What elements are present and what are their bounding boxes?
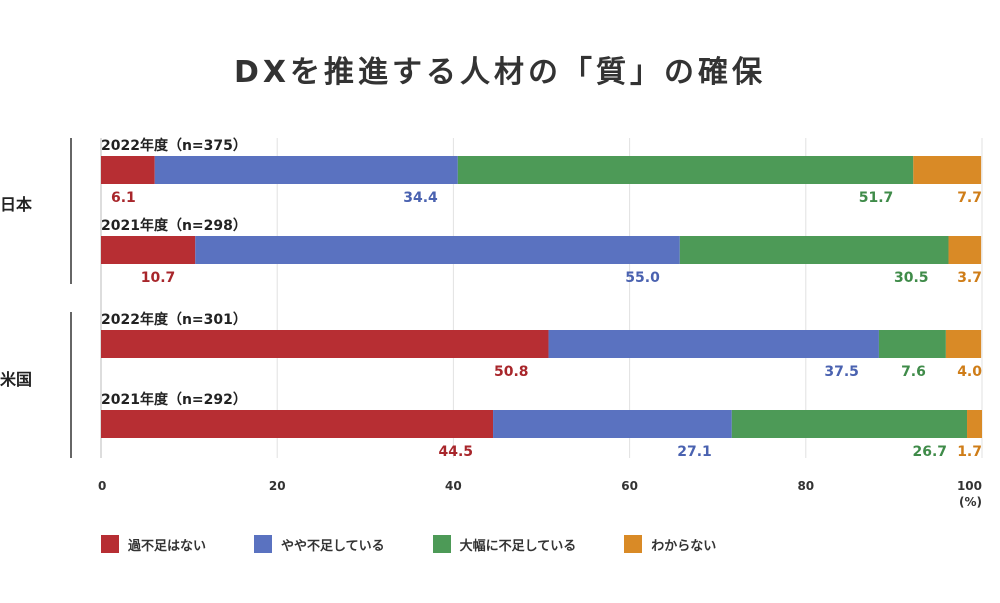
x-tick-label: 100 [957, 479, 982, 493]
legend-swatch [101, 535, 119, 553]
bar-segment [945, 330, 982, 358]
x-tick-label: 60 [621, 479, 638, 493]
value-label: 50.8 [494, 364, 529, 380]
bar-segment [948, 236, 982, 264]
legend-item: 大幅に不足している [432, 535, 577, 554]
x-axis-unit: (%) [959, 495, 982, 509]
value-label: 30.5 [894, 270, 929, 286]
value-label: 34.4 [403, 190, 438, 206]
bar-segment [101, 410, 494, 438]
value-label: 1.7 [957, 444, 982, 460]
chart-title: DXを推進する人材の「質」の確保 [233, 55, 767, 90]
bar-segment [101, 236, 196, 264]
legend-label: 過不足はない [128, 538, 207, 554]
legend-label: わからない [651, 538, 717, 554]
legend-item: やや不足している [254, 535, 385, 554]
bar-label: 2022年度（n=375） [101, 137, 247, 154]
x-tick-label: 20 [269, 479, 286, 493]
value-label: 3.7 [957, 270, 982, 286]
bar-segment [967, 410, 982, 438]
value-label: 27.1 [677, 444, 712, 460]
legend: 過不足はない やや不足している 大幅に不足している わからない [101, 533, 764, 555]
bar-label: 2021年度（n=292） [101, 391, 247, 408]
value-label: 6.1 [111, 190, 136, 206]
value-label: 7.6 [901, 364, 926, 380]
bar-segment [731, 410, 968, 438]
value-label: 26.7 [912, 444, 947, 460]
legend-swatch [254, 535, 273, 553]
legend-item: 過不足はない [101, 535, 206, 554]
bar-label: 2022年度（n=301） [101, 311, 247, 328]
bar-segment [548, 330, 879, 358]
bar-segment [878, 330, 946, 358]
bar-segment [493, 410, 732, 438]
bar-segment [913, 156, 982, 184]
bar-segment [457, 156, 914, 184]
value-label: 10.7 [141, 270, 176, 286]
group-label: 米国 [0, 370, 32, 389]
value-label: 44.5 [438, 444, 473, 460]
x-tick-label: 40 [445, 479, 462, 493]
group-label: 日本 [0, 195, 32, 214]
bar-segment [101, 156, 155, 184]
value-label: 4.0 [957, 364, 982, 380]
legend-swatch [624, 535, 643, 553]
legend-label: 大幅に不足している [459, 538, 577, 554]
bar-segment [195, 236, 680, 264]
legend-item: わからない [624, 535, 716, 554]
value-label: 7.7 [957, 190, 982, 206]
x-tick-label: 0 [98, 479, 106, 493]
value-label: 37.5 [824, 364, 859, 380]
bar-segment [679, 236, 949, 264]
value-label: 51.7 [859, 190, 894, 206]
value-label: 55.0 [625, 270, 660, 286]
bar-segment [154, 156, 458, 184]
legend-swatch [432, 535, 451, 553]
bar-segment [101, 330, 549, 358]
legend-label: やや不足している [281, 538, 385, 554]
x-tick-label: 80 [797, 479, 814, 493]
bar-label: 2021年度（n=298） [101, 217, 247, 234]
